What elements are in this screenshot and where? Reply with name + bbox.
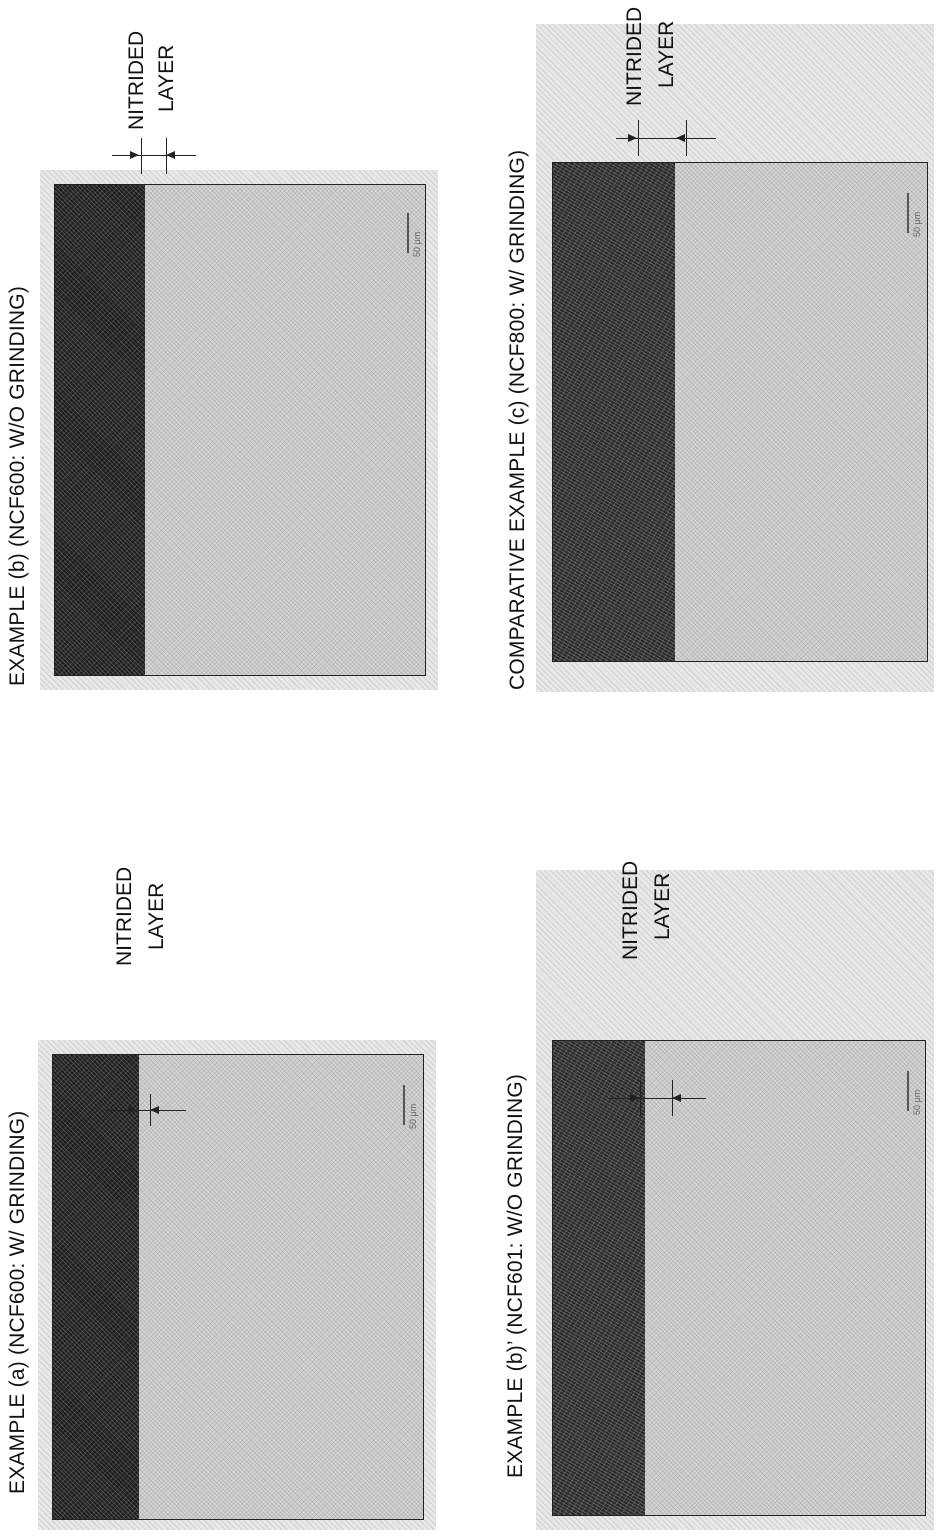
panel-c-micrograph: 50 μm: [552, 162, 928, 662]
panel-b-prime-arrow-left: [672, 1094, 681, 1102]
panel-b-prime-nitrided-band: [553, 1041, 645, 1515]
panel-a-dim-line: [106, 1110, 186, 1111]
panel-a-tick-2: [150, 1094, 151, 1126]
panel-b-prime-tick-2: [672, 1080, 673, 1116]
panel-b-tick-1: [141, 138, 142, 174]
panel-b-arrow-right: [130, 151, 139, 159]
panel-a-nitrided-band: [53, 1055, 139, 1519]
panel-b-tick-2: [166, 138, 167, 174]
panel-a-arrow-left: [150, 1106, 159, 1114]
panel-b-caption: EXAMPLE (b) (NCF600: W/O GRINDING): [6, 286, 30, 686]
panel-b-scale-bar: [407, 213, 409, 253]
panel-b-label-line1: NITRIDED: [126, 31, 147, 130]
panel-b-label-line2: LAYER: [156, 45, 177, 112]
panel-a-label-line2: LAYER: [146, 883, 167, 950]
panel-b-nitrided-band: [55, 185, 145, 675]
panel-a-caption: EXAMPLE (a) (NCF600: W/ GRINDING): [6, 1111, 30, 1494]
panel-b-prime-tick-1: [640, 1080, 641, 1116]
panel-a-arrow-right: [128, 1106, 137, 1114]
panel-b-prime-scale-text: 50 μm: [912, 1090, 922, 1115]
panel-b-prime-micrograph: 50 μm: [552, 1040, 926, 1516]
panel-b-prime-arrow-right: [630, 1094, 639, 1102]
panel-b-micrograph: 50 μm: [54, 184, 426, 676]
panel-a-scale-bar: [403, 1085, 405, 1125]
panel-b-arrow-left: [166, 151, 175, 159]
panel-c-scale-text: 50 μm: [912, 212, 922, 237]
panel-b-prime-label-line2: LAYER: [652, 873, 673, 940]
panel-b-dim-line: [112, 155, 196, 156]
panel-a-tick-1: [138, 1094, 139, 1126]
panel-c-label-line2: LAYER: [656, 21, 677, 88]
panel-a-label-line1: NITRIDED: [114, 867, 135, 966]
panel-b-scale-text: 50 μm: [412, 232, 422, 257]
panel-b-prime-scale-bar: [907, 1071, 909, 1111]
panel-a-micrograph: 50 μm: [52, 1054, 424, 1520]
panel-c-tick-1: [638, 120, 639, 156]
panel-c-nitrided-band: [553, 163, 675, 661]
panel-c-caption: COMPARATIVE EXAMPLE (c) (NCF800: W/ GRIN…: [506, 150, 530, 690]
panel-c-scale-bar: [907, 193, 909, 233]
panel-b-prime-caption: EXAMPLE (b)’ (NCF601: W/O GRINDING): [504, 1074, 528, 1478]
panel-b-prime-label-line1: NITRIDED: [620, 861, 641, 960]
panel-a-scale-text: 50 μm: [408, 1104, 418, 1129]
panel-c-arrow-right: [628, 134, 637, 142]
panel-c-label-line1: NITRIDED: [624, 7, 645, 106]
panel-b-prime-dim-line: [610, 1098, 706, 1099]
panel-c-tick-2: [686, 120, 687, 156]
panel-c-arrow-left: [676, 134, 685, 142]
